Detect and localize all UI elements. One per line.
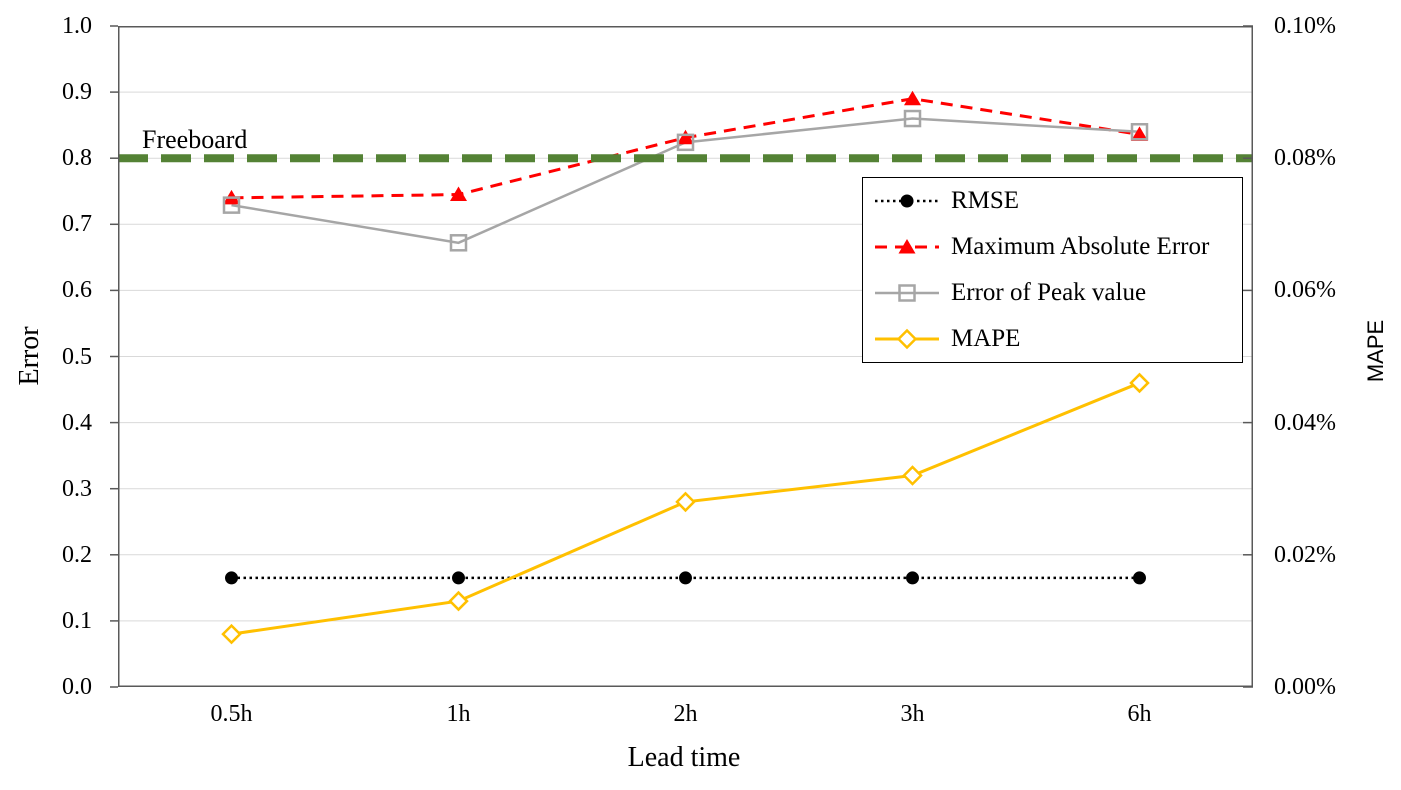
y-left-tick-label: 0.0 [62,674,92,700]
y-axis-title-mape: MAPE [1363,319,1388,383]
y-left-tick-label: 0.8 [62,145,92,172]
legend-label-error-of-peak-value: Error of Peak value [951,279,1147,306]
legend-entry-max-absolute-error: Maximum Absolute Error [875,233,1242,261]
y-left-tick-label: 0.9 [62,79,92,106]
y-left-tick-label: 0.5 [62,343,92,370]
legend-label-mape: MAPE [951,325,1021,352]
marker-series1-pt4 [1131,126,1148,141]
y-left-tick-label: 0.4 [62,409,92,436]
marker-series2-pt1 [449,234,468,252]
marker-series1-pt1 [450,186,467,202]
marker-series1-pt2 [677,129,694,145]
marker-series2-pt0 [222,196,241,214]
legend-rmse-marker-icon [875,194,939,208]
legend-entry-error-of-peak-value: Error of Peak value [875,279,1242,307]
y-left-tick-label: 0.7 [62,211,92,238]
marker-series2-pt3 [903,109,922,128]
x-tick-label: 2h [673,701,698,727]
legend-max-absolute-error-marker-icon [875,239,939,254]
plot-border [118,26,1253,687]
legend-entry-mape: MAPE [875,325,1242,353]
legend-error-of-peak-value-marker-icon [875,284,939,302]
marker-series3-pt4 [1129,372,1150,394]
marker-series2-pt4 [1130,123,1149,141]
legend-sample-marker [900,194,914,208]
marker-series3-pt1 [448,590,469,612]
marker-series0-pt0 [225,571,238,585]
y-left-tick-label: 0.2 [62,541,92,568]
y-left-tick-label: 0.1 [62,607,92,634]
marker-series3-pt2 [675,491,696,513]
y-right-tick-label: 0.04% [1274,409,1336,436]
marker-series0-pt4 [1133,571,1146,585]
plot-area [110,25,1253,688]
x-tick-label: 3h [900,701,925,727]
marker-series0-pt3 [906,571,919,585]
marker-series3-pt0 [221,623,242,645]
legend-label-rmse: RMSE [951,187,1020,214]
legend-entry-rmse: RMSE [875,187,1242,215]
x-tick-label: 1h [446,701,471,727]
y-right-tick-label: 0.00% [1274,674,1336,700]
y-left-tick-label: 0.6 [62,277,92,304]
y-right-tick-label: 0.10% [1274,13,1336,39]
marker-series0-pt1 [452,571,465,585]
legend: RMSE Maximum Absolute Error Error of Pea… [862,177,1243,363]
y-right-tick-label: 0.08% [1274,145,1336,172]
marker-series0-pt2 [679,571,692,585]
legend-label-max-absolute-error: Maximum Absolute Error [951,233,1210,260]
x-axis-title: Lead time [627,742,741,773]
y-left-tick-label: 0.3 [62,475,92,502]
legend-mape-marker-icon [875,328,939,350]
x-tick-label: 6h [1127,701,1152,727]
legend-sample-marker [896,328,918,350]
marker-series2-pt2 [676,133,695,152]
marker-series1-pt3 [904,90,921,106]
legend-sample-marker [898,239,916,254]
legend-sample-marker [898,284,916,302]
x-tick-label: 0.5h [210,701,253,727]
y-left-tick-label: 1.0 [62,13,92,39]
y-right-tick-label: 0.06% [1274,277,1336,304]
reference-line-label: Freeboard [142,125,248,154]
marker-series3-pt3 [902,465,923,486]
y-right-tick-label: 0.02% [1274,541,1336,568]
